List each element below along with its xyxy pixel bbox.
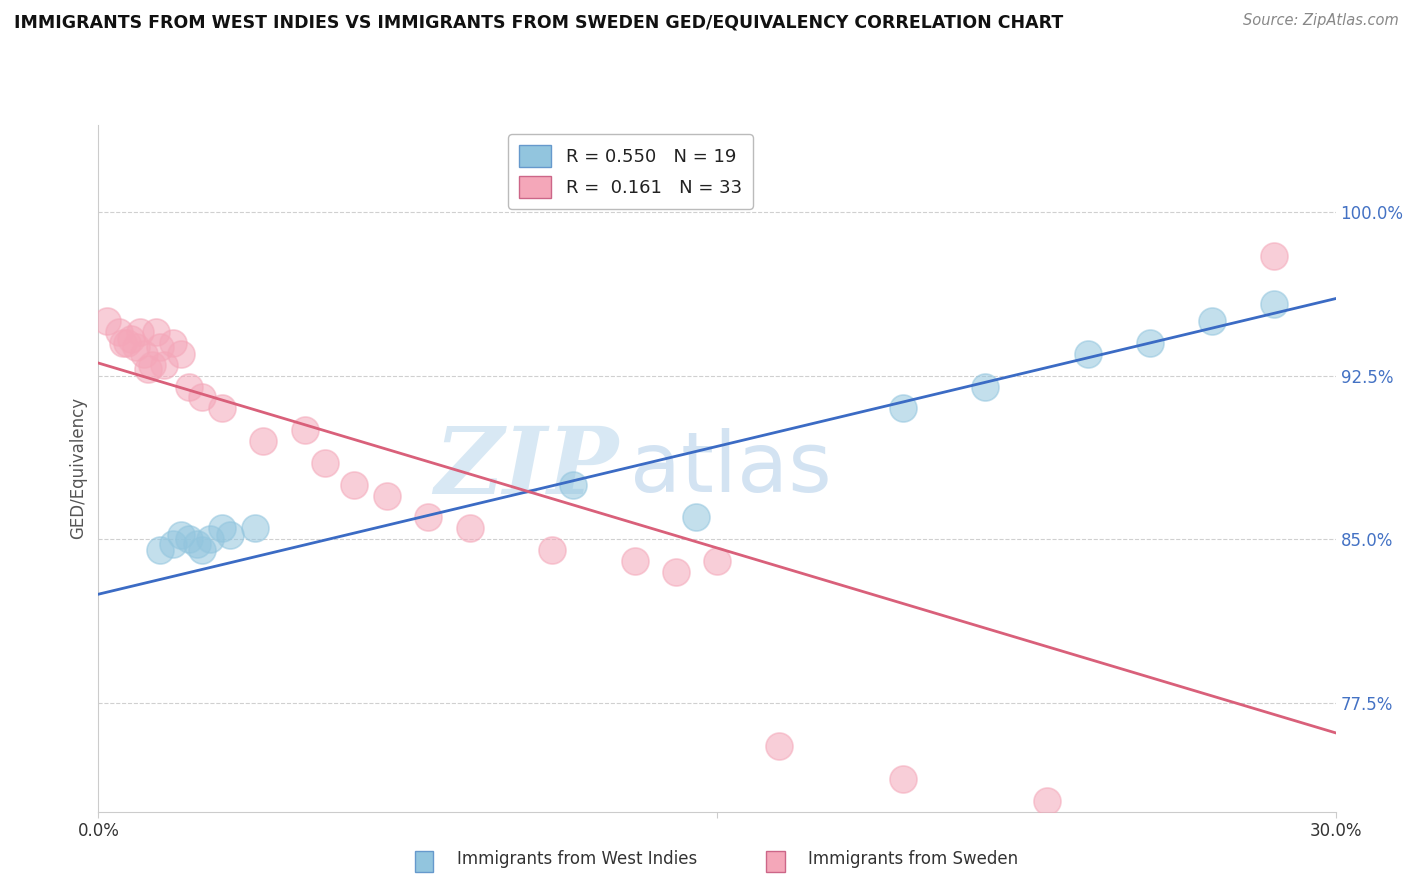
Point [706,554,728,568]
Point [665,565,688,579]
Point [190,543,212,558]
Point [1077,347,1099,361]
Point [198,532,221,546]
Point [141,358,163,372]
Point [1263,296,1285,310]
Text: Source: ZipAtlas.com: Source: ZipAtlas.com [1243,13,1399,29]
Point [211,401,233,416]
Point [153,358,176,372]
Point [768,739,790,754]
Point [128,325,150,339]
Point [170,347,193,361]
Point [243,521,266,535]
Point [314,456,336,470]
Point [1263,249,1285,263]
Point [179,532,201,546]
Point [162,335,184,350]
Text: ZIP: ZIP [434,424,619,513]
Point [458,521,481,535]
Point [170,528,193,542]
Text: Immigrants from West Indies: Immigrants from West Indies [457,850,697,868]
Point [418,510,440,524]
Point [541,543,564,558]
Point [145,325,167,339]
Point [136,362,159,376]
Point [891,772,914,786]
Point [561,477,583,491]
Point [190,391,212,405]
Point [132,347,155,361]
Point [974,379,997,393]
Point [623,554,645,568]
Point [112,335,135,350]
Point [1139,335,1161,350]
Point [343,477,366,491]
Point [120,332,142,346]
Point [252,434,274,448]
Point [294,423,316,437]
Point [186,536,208,550]
Point [219,528,242,542]
Point [104,826,127,840]
Point [891,401,914,416]
Text: IMMIGRANTS FROM WEST INDIES VS IMMIGRANTS FROM SWEDEN GED/EQUIVALENCY CORRELATIO: IMMIGRANTS FROM WEST INDIES VS IMMIGRANT… [14,13,1063,31]
Point [124,340,146,354]
Point [211,521,233,535]
Point [117,335,139,350]
Point [1201,314,1223,328]
Text: atlas: atlas [630,428,832,508]
Text: Immigrants from Sweden: Immigrants from Sweden [808,850,1018,868]
Y-axis label: GED/Equivalency: GED/Equivalency [69,397,87,540]
Point [685,510,707,524]
Point [179,379,201,393]
Point [149,543,172,558]
Point [375,489,398,503]
Point [1036,794,1059,808]
Point [162,536,184,550]
Point [149,340,172,354]
Point [108,325,131,339]
Legend: R = 0.550   N = 19, R =  0.161   N = 33: R = 0.550 N = 19, R = 0.161 N = 33 [508,134,752,209]
Point [96,314,118,328]
